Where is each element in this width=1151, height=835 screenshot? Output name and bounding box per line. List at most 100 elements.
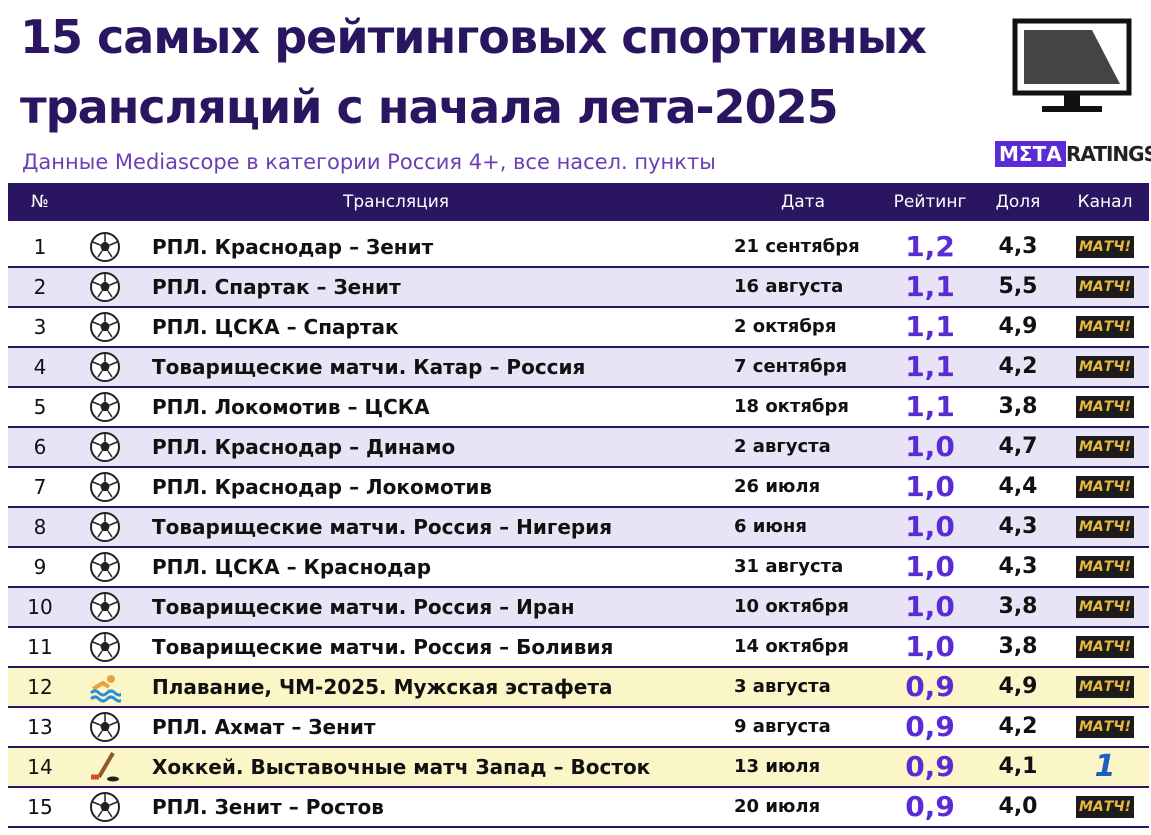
date: 7 сентября [734, 356, 848, 377]
row-number: 14 [27, 755, 53, 779]
channel-logo: МАТЧ! [1076, 676, 1134, 698]
sport-icon [90, 712, 120, 742]
table-row: 7 РПЛ. Краснодар – Локомотив 26 июля 1,0 4,4… [8, 468, 1149, 508]
share: 4,1 [998, 754, 1038, 779]
row-number: 12 [27, 675, 53, 699]
share: 4,3 [998, 554, 1038, 579]
table-row: 14 Хоккей. Выставочные матч Запад – Восто… [8, 748, 1149, 788]
rating: 0,9 [905, 670, 955, 703]
sport-icon [90, 552, 120, 582]
row-number: 7 [33, 475, 47, 499]
date: 21 сентября [734, 236, 860, 257]
share: 4,4 [998, 474, 1038, 499]
share: 4,9 [998, 674, 1038, 699]
broadcast-title: РПЛ. ЦСКА – Спартак [152, 315, 399, 339]
table-row: 15 РПЛ. Зенит – Ростов 20 июля 0,9 4,0 МАТЧ! [8, 788, 1149, 828]
date: 16 августа [734, 276, 844, 297]
table-row: 8 Товарищеские матчи. Россия – Нигерия 6 и… [8, 508, 1149, 548]
row-number: 9 [33, 555, 47, 579]
channel-logo: МАТЧ! [1076, 276, 1134, 298]
row-number: 4 [33, 355, 47, 379]
table-row: 3 РПЛ. ЦСКА – Спартак 2 октября 1,1 4,9 МАТЧ! [8, 308, 1149, 348]
column-header: Доля [995, 192, 1041, 212]
channel-logo: МАТЧ! [1076, 436, 1134, 458]
share: 4,0 [998, 794, 1038, 819]
sport-icon [90, 632, 120, 662]
column-header: Трансляция [343, 192, 449, 212]
channel-logo: МАТЧ! [1076, 556, 1134, 578]
rating: 1,0 [905, 630, 955, 663]
date: 31 августа [734, 556, 844, 577]
table-row: 12 Плавание, ЧМ-2025. Мужская эстафета 3 а… [8, 668, 1149, 708]
rating: 1,1 [905, 270, 955, 303]
broadcast-title: РПЛ. Ахмат – Зенит [152, 715, 376, 739]
date: 3 августа [734, 676, 831, 697]
row-number: 5 [33, 395, 47, 419]
channel-logo: МАТЧ! [1076, 516, 1134, 538]
rating: 0,9 [905, 790, 955, 823]
date: 6 июня [734, 516, 807, 537]
rating: 1,0 [905, 430, 955, 463]
logo-left: МΣТА [995, 141, 1066, 167]
broadcast-title: Хоккей. Выставочные матч Запад – Восток [152, 755, 651, 779]
rating: 1,0 [905, 470, 955, 503]
sport-icon [90, 232, 120, 262]
broadcast-title: Товарищеские матчи. Катар – Россия [152, 355, 586, 379]
channel-logo: МАТЧ! [1076, 316, 1134, 338]
title: 15 самых рейтинговых спортивных [20, 10, 927, 64]
channel-logo: МАТЧ! [1076, 236, 1134, 258]
sport-icon [89, 675, 121, 703]
subtitle: Данные Mediascope в категории Россия 4+,… [22, 150, 716, 174]
date: 26 июля [734, 476, 821, 497]
rating: 1,1 [905, 390, 955, 423]
row-number: 15 [27, 795, 53, 819]
share: 3,8 [998, 634, 1038, 659]
rating: 1,2 [905, 230, 955, 263]
rating: 0,9 [905, 710, 955, 743]
sport-icon [90, 792, 120, 822]
sport-icon [90, 392, 120, 422]
channel-logo: МАТЧ! [1076, 796, 1134, 818]
channel-logo: 1 [1094, 749, 1116, 784]
broadcast-title: РПЛ. Краснодар – Динамо [152, 435, 456, 459]
channel-logo: МАТЧ! [1076, 596, 1134, 618]
share: 4,9 [998, 314, 1038, 339]
broadcast-title: Товарищеские матчи. Россия – Нигерия [152, 515, 613, 539]
date: 18 октября [734, 396, 849, 417]
row-number: 2 [33, 275, 47, 299]
row-number: 6 [33, 435, 47, 459]
share: 4,2 [998, 354, 1038, 379]
share: 5,5 [998, 274, 1038, 299]
rating: 0,9 [905, 750, 955, 783]
table-row: 13 РПЛ. Ахмат – Зенит 9 августа 0,9 4,2 МАТЧ! [8, 708, 1149, 748]
share: 3,8 [998, 394, 1038, 419]
column-header: Дата [780, 192, 826, 212]
rating: 1,1 [905, 310, 955, 343]
rating: 1,1 [905, 350, 955, 383]
broadcast-title: Плавание, ЧМ-2025. Мужская эстафета [152, 675, 613, 699]
broadcast-title: РПЛ. Краснодар – Локомотив [152, 475, 493, 499]
row-number: 8 [33, 515, 47, 539]
table-row: 11 Товарищеские матчи. Россия – Боливия 14… [8, 628, 1149, 668]
table-row: 1 РПЛ. Краснодар – Зенит 21 сентября 1,2 4,3… [8, 228, 1149, 268]
table-row: 9 РПЛ. ЦСКА – Краснодар 31 августа 1,0 4,3 МА… [8, 548, 1149, 588]
date: 13 июля [734, 756, 821, 777]
sport-icon [90, 352, 120, 382]
tv-icon [1012, 18, 1132, 112]
table-row: 6 РПЛ. Краснодар – Динамо 2 августа 1,0 4,7 М… [8, 428, 1149, 468]
share: 4,3 [998, 234, 1038, 259]
date: 20 июля [734, 796, 821, 817]
sport-icon [90, 272, 120, 302]
sport-icon [90, 432, 120, 462]
share: 4,2 [998, 714, 1038, 739]
share: 4,7 [998, 434, 1038, 459]
date: 2 августа [734, 436, 831, 457]
channel-logo: МАТЧ! [1076, 396, 1134, 418]
date: 14 октября [734, 636, 849, 657]
table-row: 4 Товарищеские матчи. Катар – Россия 7 сен… [8, 348, 1149, 388]
logo-right: RATINGS [1066, 142, 1151, 166]
rating: 1,0 [905, 550, 955, 583]
column-header: Канал [1077, 192, 1133, 212]
broadcast-title: РПЛ. Зенит – Ростов [152, 795, 384, 819]
